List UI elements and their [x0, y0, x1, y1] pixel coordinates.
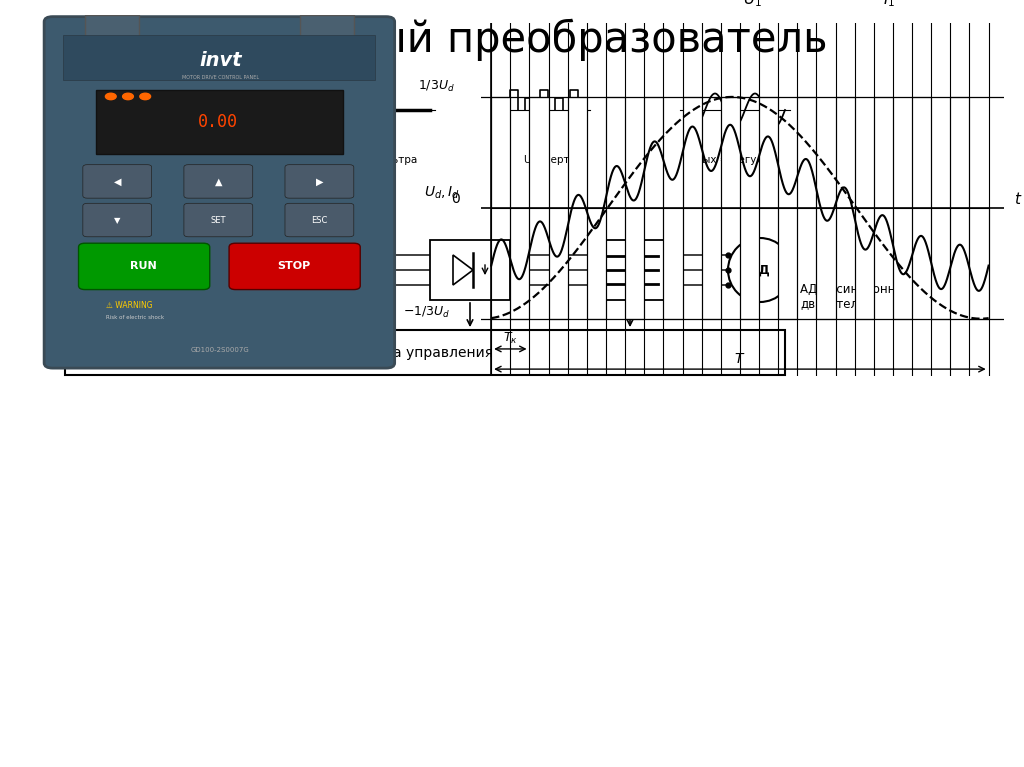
Text: АД - асинхронный: АД - асинхронный: [800, 284, 912, 297]
Text: $-1/3U_d$: $-1/3U_d$: [402, 304, 450, 320]
Bar: [63, 35, 375, 80]
Text: $U_d, I_d$: $U_d, I_d$: [424, 184, 461, 200]
Text: АД: АД: [750, 264, 770, 276]
Text: MOTOR DRIVE CONTROL PANEL: MOTOR DRIVE CONTROL PANEL: [182, 74, 259, 80]
Bar: [96, 90, 343, 154]
Bar: [816, 208, 836, 319]
Bar: [606, 97, 625, 208]
Text: 0.00: 0.00: [199, 114, 239, 131]
Text: Uинверт.: Uинверт.: [523, 155, 573, 165]
FancyBboxPatch shape: [184, 203, 253, 237]
Text: $T$: $T$: [734, 352, 745, 366]
Bar: [664, 208, 683, 319]
Bar: [625, 208, 644, 319]
Circle shape: [140, 94, 151, 100]
FancyBboxPatch shape: [83, 165, 152, 198]
FancyBboxPatch shape: [285, 165, 354, 198]
Bar: [644, 97, 664, 208]
Bar: [590, 240, 670, 300]
Bar: [300, 15, 354, 38]
Text: Uвыпр.: Uвыпр.: [201, 155, 240, 165]
Text: $I_1$: $I_1$: [883, 0, 895, 9]
FancyBboxPatch shape: [229, 243, 360, 290]
Bar: [430, 240, 510, 300]
Text: RUN: RUN: [130, 262, 157, 272]
Text: ·3: ·3: [43, 278, 55, 291]
Text: Uвх = пост.: Uвх = пост.: [60, 155, 124, 165]
Bar: [912, 97, 931, 208]
Text: Схема управления: Схема управления: [356, 345, 494, 360]
Text: ◀: ◀: [114, 176, 121, 186]
Bar: [970, 208, 988, 319]
Bar: [701, 208, 721, 319]
Bar: [798, 97, 816, 208]
Text: ▶: ▶: [315, 176, 324, 186]
Text: SET: SET: [211, 216, 226, 225]
Bar: [778, 208, 798, 319]
Bar: [260, 240, 350, 300]
Bar: [873, 97, 893, 208]
Text: Fвх = пост.: Fвх = пост.: [60, 167, 122, 177]
Text: Частотный преобразователь: Частотный преобразователь: [197, 19, 827, 61]
Text: ·2: ·2: [43, 264, 55, 276]
Bar: [587, 208, 606, 319]
Text: ·1: ·1: [43, 249, 55, 262]
Text: $0$: $0$: [451, 193, 461, 206]
Bar: [950, 97, 970, 208]
Circle shape: [123, 94, 133, 100]
Text: ▼: ▼: [114, 216, 121, 225]
Text: Блок постоянного тока: Блок постоянного тока: [75, 222, 241, 235]
Text: ESC: ESC: [311, 216, 328, 225]
Bar: [836, 97, 855, 208]
Bar: [85, 15, 139, 38]
Text: GD100-2S0007G: GD100-2S0007G: [191, 347, 250, 353]
Bar: [721, 97, 740, 208]
Bar: [740, 208, 759, 319]
Circle shape: [105, 94, 116, 100]
FancyBboxPatch shape: [44, 17, 394, 368]
Text: Risk of electric shock: Risk of electric shock: [106, 315, 165, 321]
Bar: [567, 97, 587, 208]
Bar: [492, 97, 510, 208]
Text: $U_1$: $U_1$: [743, 0, 762, 9]
Text: STOP: STOP: [276, 262, 310, 272]
Text: $T_к$: $T_к$: [503, 331, 518, 346]
FancyBboxPatch shape: [83, 203, 152, 237]
Bar: [65, 210, 370, 310]
Text: Uфильтра: Uфильтра: [362, 155, 418, 165]
Bar: [80, 240, 160, 300]
Bar: [855, 208, 873, 319]
Text: двигатель: двигатель: [800, 298, 865, 311]
Polygon shape: [106, 261, 130, 279]
Bar: [510, 208, 529, 319]
Text: invt: invt: [199, 51, 242, 70]
Bar: [529, 97, 549, 208]
Bar: [65, 330, 785, 375]
Bar: [931, 208, 950, 319]
Text: ⚠ WARNING: ⚠ WARNING: [106, 301, 154, 310]
Bar: [759, 97, 778, 208]
FancyBboxPatch shape: [79, 243, 210, 290]
Bar: [549, 208, 567, 319]
Text: ▲: ▲: [215, 176, 222, 186]
Bar: [893, 208, 912, 319]
FancyBboxPatch shape: [184, 165, 253, 198]
Text: $1/3U_d$: $1/3U_d$: [419, 79, 455, 94]
Circle shape: [728, 238, 792, 302]
Bar: [276, 96, 291, 124]
Text: $t$: $t$: [1014, 192, 1022, 207]
Bar: [683, 97, 701, 208]
FancyBboxPatch shape: [285, 203, 354, 237]
Text: Fвых = регулир.: Fвых = регулир.: [690, 155, 780, 165]
